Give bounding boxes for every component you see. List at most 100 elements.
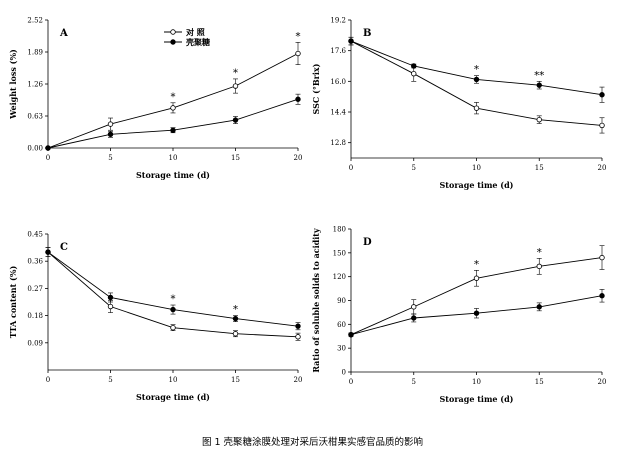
x-tick-label: 10 xyxy=(472,378,481,386)
x-tick-label: 5 xyxy=(108,154,112,162)
data-point-filled xyxy=(295,323,301,329)
chart-panel-c: 0 5 10 15 20 0.09 0.18 0.27 0.36 0.45 Storage time… xyxy=(8,231,302,403)
significance-marker: * xyxy=(537,247,542,258)
x-tick-label: 5 xyxy=(412,164,416,172)
panel-letter: A xyxy=(59,28,68,39)
data-point-filled xyxy=(107,131,114,137)
data-point-filled xyxy=(232,117,239,123)
figure-stage: 0 5 10 15 20 0.00 0.63 1.26 1.89 2.52 Storage time… xyxy=(8,17,607,405)
series-chitosan xyxy=(348,289,605,338)
data-point-filled xyxy=(45,249,51,255)
data-point-open xyxy=(599,254,605,261)
y-tick-label: 12.8 xyxy=(330,139,346,147)
data-point-filled xyxy=(599,293,605,299)
data-point-filled xyxy=(170,306,176,313)
x-tick-label: 10 xyxy=(472,164,481,172)
x-tick-label: 10 xyxy=(169,154,178,162)
x-tick-label: 0 xyxy=(349,164,353,172)
y-tick-label: 0.63 xyxy=(27,113,43,121)
data-point-open xyxy=(411,304,417,310)
significance-marker: ** xyxy=(534,70,544,81)
x-tick-label: 20 xyxy=(294,376,303,384)
panel-letter: C xyxy=(60,242,68,253)
series-chitosan xyxy=(348,36,605,103)
y-tick-label: 0 xyxy=(342,369,346,377)
series-control xyxy=(348,36,605,134)
y-tick-label: 0.27 xyxy=(27,285,43,293)
y-tick-label: 120 xyxy=(333,273,346,281)
x-tick-label: 15 xyxy=(535,378,544,386)
y-tick-label: 60 xyxy=(337,321,346,329)
panel-letter: D xyxy=(363,237,372,248)
legend-label-control: 对 照 xyxy=(186,27,205,37)
y-tick-label: 0.09 xyxy=(27,339,43,347)
legend-label-chitosan: 壳聚糖 xyxy=(185,37,210,47)
legend-marker-control xyxy=(170,29,176,35)
x-tick-label: 0 xyxy=(46,154,50,162)
y-axis-title: Ratio of soluble solids to acidity xyxy=(311,228,321,373)
y-tick-label: 17.6 xyxy=(330,47,346,55)
y-tick-label: 180 xyxy=(333,226,346,234)
series-chitosan xyxy=(45,247,301,331)
data-point-filled xyxy=(295,96,301,102)
x-axis-title: Storage time (d) xyxy=(440,394,514,404)
x-tick-label: 5 xyxy=(412,378,416,386)
y-tick-label: 150 xyxy=(333,249,346,257)
series-line xyxy=(47,251,299,327)
data-point-open xyxy=(599,122,605,129)
data-point-filled xyxy=(232,315,239,322)
data-point-filled xyxy=(107,294,114,301)
series-chitosan xyxy=(45,93,301,151)
x-axis-title: Storage time (d) xyxy=(136,392,210,402)
y-axis-title: SSC (°Brix) xyxy=(311,63,321,114)
x-tick-label: 0 xyxy=(349,378,353,386)
data-point-filled xyxy=(473,76,480,83)
significance-marker: * xyxy=(171,92,176,103)
x-axis-title: Storage time (d) xyxy=(440,180,514,190)
significance-marker: * xyxy=(233,305,238,316)
y-axis-title: Weight loss (%) xyxy=(8,49,18,120)
data-point-open xyxy=(473,275,480,281)
data-point-open xyxy=(107,121,114,127)
chart-panel-b: 0 5 10 15 20 12.8 14.4 16.0 17.6 19.2 Storage time… xyxy=(311,17,606,191)
data-point-open xyxy=(473,105,480,111)
x-tick-label: 20 xyxy=(598,164,607,172)
data-point-open xyxy=(295,50,301,57)
data-point-filled xyxy=(348,38,354,44)
panel-letter: B xyxy=(363,28,371,39)
x-tick-label: 10 xyxy=(169,376,178,384)
y-tick-label: 19.2 xyxy=(330,17,346,25)
data-point-filled xyxy=(473,310,480,316)
x-tick-label: 20 xyxy=(294,154,303,162)
significance-marker: * xyxy=(296,31,301,42)
y-tick-label: 90 xyxy=(337,297,346,305)
data-point-open xyxy=(170,105,176,111)
data-point-open xyxy=(536,116,542,123)
y-tick-label: 0.36 xyxy=(27,258,43,266)
data-point-filled xyxy=(599,92,605,98)
significance-marker: * xyxy=(233,68,238,79)
legend-marker-chitosan xyxy=(170,39,176,45)
y-tick-label: 1.89 xyxy=(27,49,43,57)
x-tick-label: 20 xyxy=(598,378,607,386)
y-tick-label: 0.45 xyxy=(27,231,43,239)
data-point-open xyxy=(295,334,301,340)
data-point-open xyxy=(411,70,417,77)
data-point-open xyxy=(107,303,114,310)
data-point-filled xyxy=(411,63,417,69)
significance-marker: * xyxy=(474,259,479,270)
figure-caption: 图 1 壳聚糖涂膜处理对采后沃柑果实感官品质的影响 xyxy=(201,437,424,448)
x-tick-label: 15 xyxy=(535,164,544,172)
x-tick-label: 0 xyxy=(46,376,50,384)
significance-marker: * xyxy=(171,294,176,305)
data-point-filled xyxy=(45,145,51,151)
significance-marker: * xyxy=(474,65,479,76)
data-point-open xyxy=(232,331,239,337)
data-point-filled xyxy=(411,315,417,321)
x-axis-title: Storage time (d) xyxy=(136,170,210,180)
x-tick-label: 15 xyxy=(231,376,240,384)
data-point-filled xyxy=(170,127,176,133)
y-tick-label: 16.0 xyxy=(330,78,346,86)
chart-panel-a: 0 5 10 15 20 0.00 0.63 1.26 1.89 2.52 Storage time… xyxy=(8,17,302,181)
